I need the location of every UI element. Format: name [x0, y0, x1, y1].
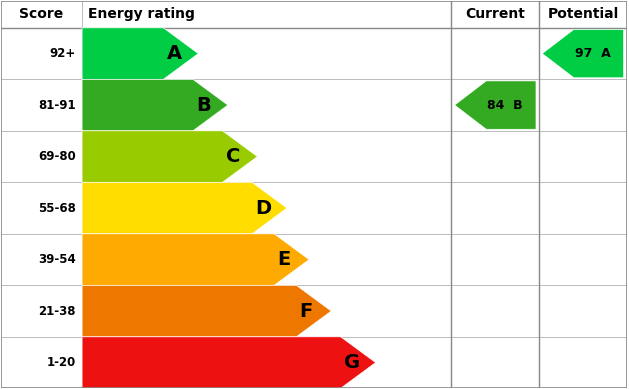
Polygon shape	[82, 28, 198, 79]
Text: 69-80: 69-80	[38, 150, 76, 163]
Text: D: D	[255, 198, 271, 217]
Text: B: B	[196, 96, 211, 115]
Text: C: C	[226, 147, 240, 166]
Polygon shape	[82, 337, 376, 388]
Text: A: A	[167, 44, 182, 63]
Polygon shape	[82, 131, 257, 182]
Text: G: G	[344, 353, 360, 372]
Polygon shape	[82, 285, 331, 337]
Text: E: E	[277, 250, 291, 269]
Text: Score: Score	[19, 7, 64, 21]
Text: 21-38: 21-38	[38, 305, 76, 317]
Text: 39-54: 39-54	[38, 253, 76, 266]
Text: Current: Current	[465, 7, 525, 21]
Polygon shape	[82, 182, 287, 234]
Polygon shape	[542, 30, 624, 78]
Text: F: F	[299, 301, 313, 321]
Text: 84  B: 84 B	[487, 98, 523, 112]
Text: 1-20: 1-20	[47, 356, 76, 369]
Text: 55-68: 55-68	[38, 202, 76, 215]
Text: Potential: Potential	[547, 7, 618, 21]
Text: 97  A: 97 A	[574, 47, 610, 60]
Polygon shape	[455, 81, 536, 129]
Polygon shape	[82, 234, 309, 285]
Text: Energy rating: Energy rating	[88, 7, 195, 21]
Polygon shape	[82, 79, 228, 131]
Text: 92+: 92+	[50, 47, 76, 60]
Text: 81-91: 81-91	[38, 98, 76, 112]
